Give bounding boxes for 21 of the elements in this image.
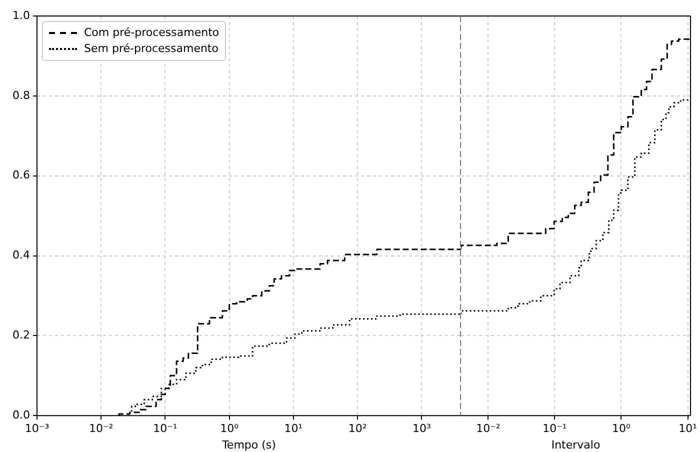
x-tick-label: 10⁻¹ bbox=[153, 422, 178, 436]
x-tick-label: 10⁰ bbox=[612, 422, 632, 436]
y-tick-label: 0.2 bbox=[12, 328, 30, 342]
x-axis-title: Tempo (s) bbox=[221, 438, 276, 452]
x-axis-title: Intervalo bbox=[551, 438, 600, 452]
y-tick-label: 0.0 bbox=[12, 408, 30, 422]
x-tick-label: 10⁻³ bbox=[24, 422, 50, 436]
y-tick-label: 0.8 bbox=[12, 88, 30, 102]
legend-label: Com pré-processamento bbox=[84, 26, 220, 39]
x-tick-label: 10⁻² bbox=[476, 422, 500, 436]
x-tick-label: 10² bbox=[348, 422, 367, 436]
x-tick-label: 10⁻² bbox=[89, 422, 114, 436]
y-tick-label: 0.4 bbox=[12, 248, 30, 262]
x-tick-label: 10⁰ bbox=[220, 422, 240, 436]
x-tick-label: 10³ bbox=[412, 422, 431, 436]
x-tick-label: 10⁻¹ bbox=[542, 422, 567, 436]
y-tick-label: 0.6 bbox=[12, 168, 30, 182]
x-tick-label: 10¹ bbox=[678, 422, 697, 436]
x-tick-label: 10¹ bbox=[284, 422, 303, 436]
y-tick-label: 1.0 bbox=[12, 8, 30, 22]
legend-label: Sem pré-processamento bbox=[84, 42, 218, 55]
